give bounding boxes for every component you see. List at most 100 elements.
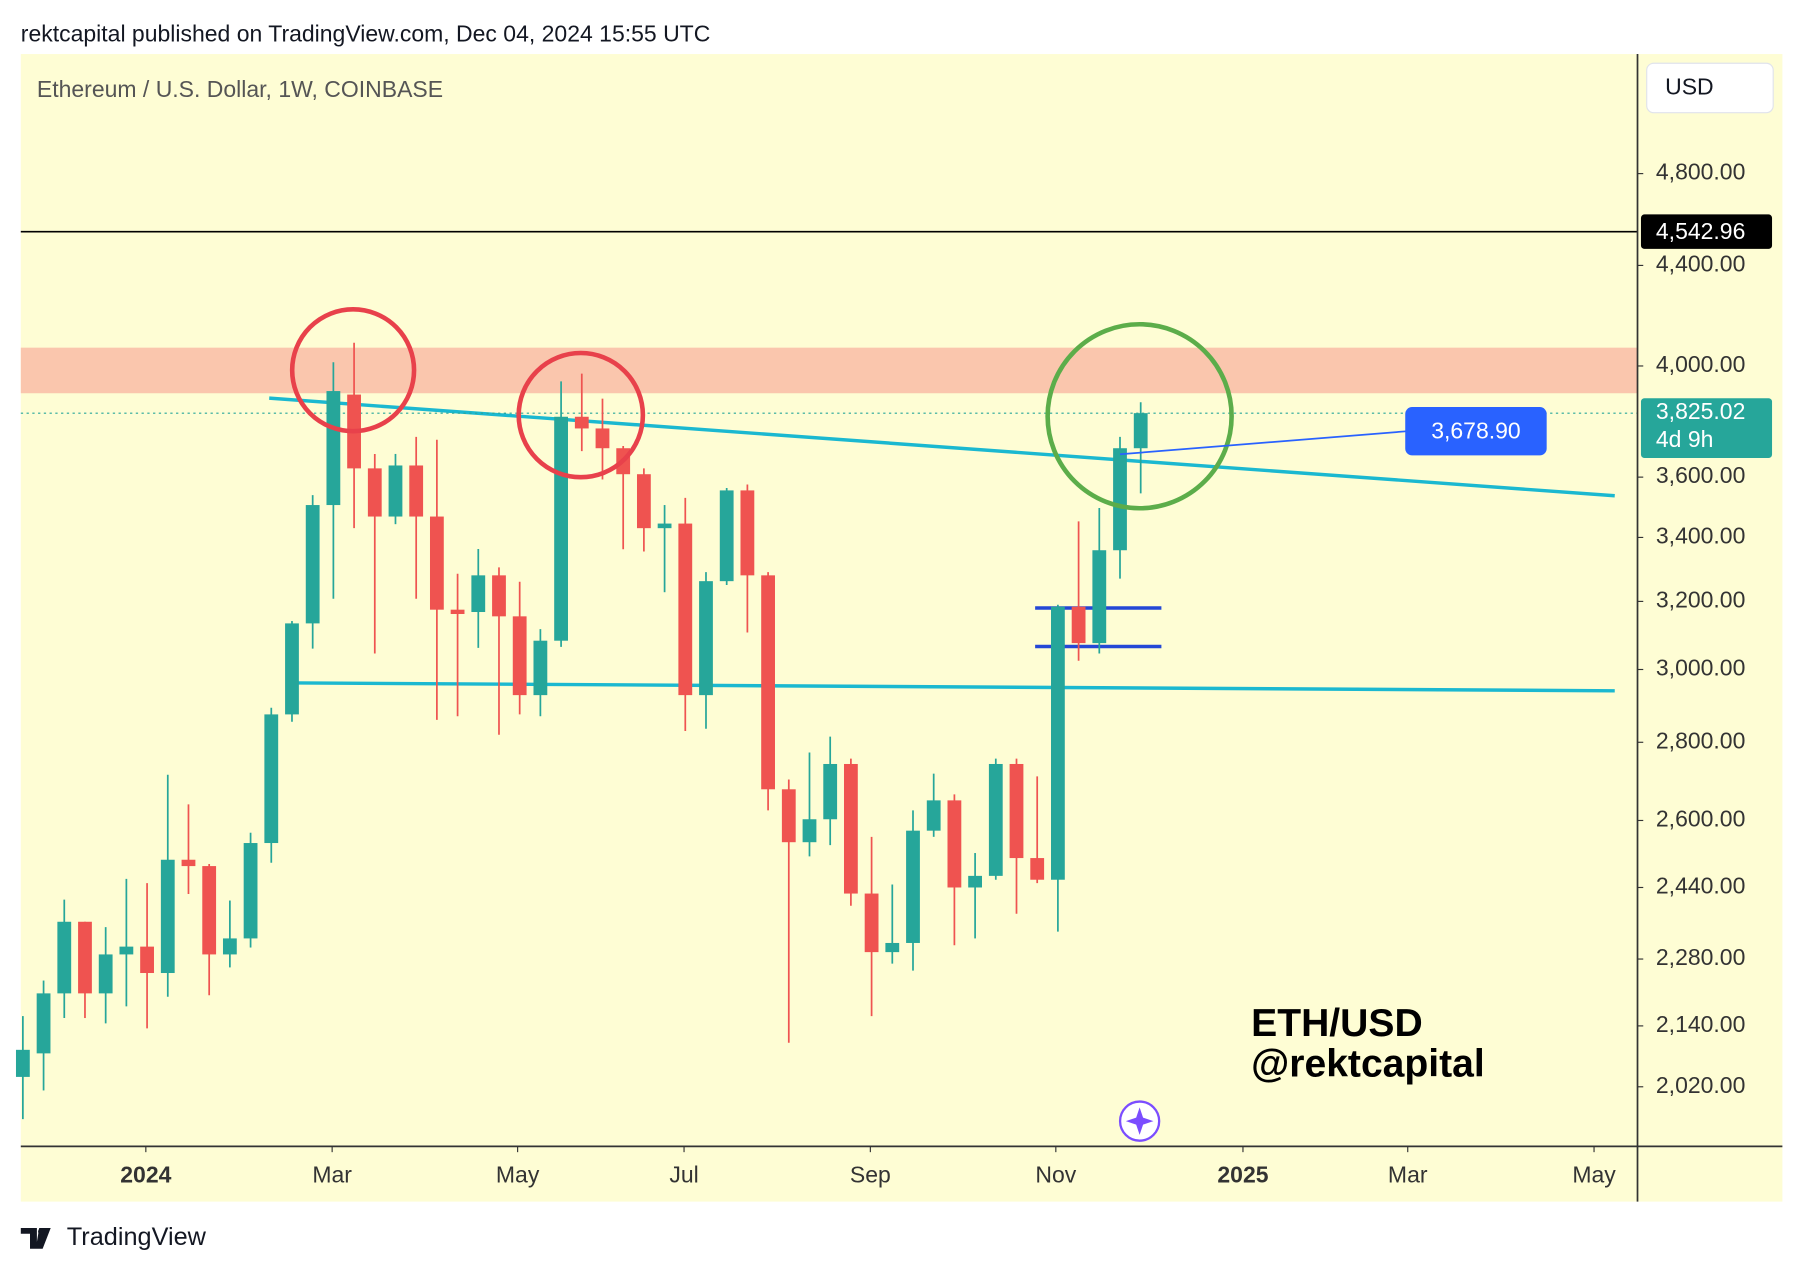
currency-box[interactable] [1646,62,1774,114]
candle-body [947,800,962,888]
candle-body [926,800,941,831]
x-tick-label: 2024 [120,1161,171,1187]
y-tick-label: 2,140.00 [1656,1011,1745,1037]
candle-body [1133,413,1148,449]
candle-body [409,465,424,517]
y-tick-label: 3,400.00 [1656,523,1745,549]
candle-body [98,954,113,994]
x-tick-label: Nov [1035,1161,1076,1187]
y-tick-label: 3,600.00 [1656,462,1745,488]
plot-area [15,230,1638,1120]
candle-body [450,609,465,615]
candle-body [264,714,279,844]
candle-body [906,830,920,943]
candle-body [1050,606,1065,880]
y-tick-label: 4,400.00 [1656,250,1745,276]
y-tick-label: 3,000.00 [1656,655,1745,681]
candle-body [222,938,237,955]
candle-body [657,523,672,529]
x-tick-label: Mar [1388,1161,1428,1187]
resistance-zone [20,347,1638,394]
candle-body [678,523,693,696]
y-tick-label: 2,280.00 [1656,944,1745,970]
candle-body [988,763,1003,876]
price-label-box [1405,407,1547,456]
trendline [269,396,1615,498]
candle-body [367,468,382,517]
x-tick-label: Jul [669,1161,698,1187]
ideas-icon[interactable] [1118,1100,1161,1142]
candle-body [243,843,258,939]
chart-title: Ethereum / U.S. Dollar, 1W, COINBASE [37,76,443,102]
candle-body [181,859,196,867]
y-tick-label: 2,020.00 [1656,1072,1745,1098]
candle-body [15,1049,30,1077]
highlight-circle [1045,321,1234,511]
candle-body [864,893,879,953]
candle-body [802,819,817,843]
last-price-label-box [1640,398,1773,459]
y-tick-label: 2,440.00 [1656,873,1745,899]
candle-body [160,859,175,974]
chart-background [20,54,1783,1202]
candle-body [761,575,775,790]
candle-body [595,428,610,449]
x-tick-label: Mar [312,1161,352,1187]
candle-body [285,623,299,715]
candle-body [719,490,734,582]
y-tick-label: 2,800.00 [1656,727,1745,753]
currency: USD [1665,74,1714,100]
candle-body [1009,763,1024,859]
candle-body [1092,550,1107,644]
candle-body [119,946,134,955]
highlight-circle [516,350,646,480]
horizontal-line-label: 4,542.96 [1656,218,1745,244]
candle-body [202,866,217,955]
y-tick-label: 3,200.00 [1656,586,1745,612]
last-price-label: 3,825.02 [1656,398,1745,424]
x-tick-label: May [1572,1161,1616,1187]
candle-body [1030,858,1045,880]
candle-body [429,516,444,610]
candle-body [740,490,755,576]
candle-body [533,640,548,696]
candle-body [326,391,341,506]
candle-body [388,465,403,517]
candle-body [36,993,51,1054]
x-tick-label: May [496,1161,540,1187]
header: rektcapital published on TradingView.com… [21,21,711,47]
y-tick-label: 2,600.00 [1656,806,1745,832]
countdown: 4d 9h [1656,426,1714,452]
candle-body [1113,448,1127,551]
y-tick-label: 4,000.00 [1656,351,1745,377]
annotation: ETH/USD [1251,1002,1423,1045]
candle-body [781,789,796,843]
candle-body [636,474,651,529]
candle-body [471,575,486,613]
candle-body [1071,606,1086,644]
candle-body [305,505,320,624]
highlight-circle [289,307,417,434]
y-tick-label: 4,800.00 [1656,159,1745,185]
candle-body [57,921,72,994]
candle-body [843,763,858,894]
x-tick-label: Sep [850,1161,891,1187]
author: @rektcapital [1251,1042,1485,1085]
candle-body [492,575,506,617]
candle-body [968,875,982,888]
footer: TradingView [67,1223,207,1251]
candle-body [512,616,527,696]
candle-body [78,921,92,994]
candle-body [574,416,589,429]
x-tick-label: 2025 [1217,1161,1268,1187]
candle-body [140,946,154,974]
candle-body [823,763,838,820]
candle-body [699,581,713,696]
price-label: 3,678.90 [1431,417,1520,443]
logo [20,1228,51,1249]
price-label-connector [1119,430,1408,456]
candle-body [554,416,568,641]
horizontal-line-label-box [1640,214,1773,249]
